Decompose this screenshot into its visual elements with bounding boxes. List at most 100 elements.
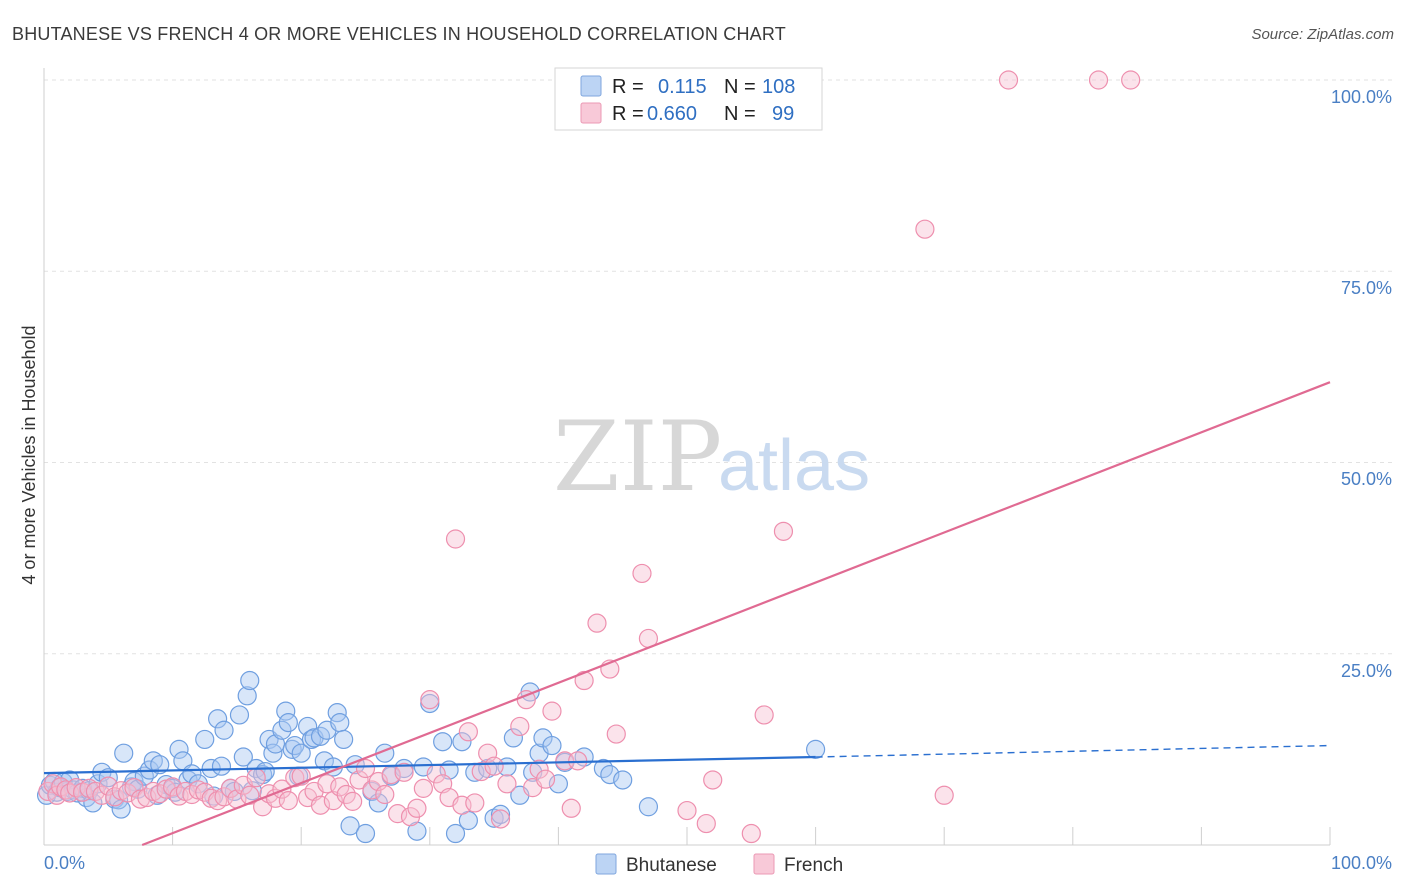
x-tick-label-max: 100.0% — [1331, 853, 1392, 873]
y-axis-title: 4 or more Vehicles in Household — [19, 325, 39, 584]
bhutanese-point — [169, 739, 189, 759]
french-point — [240, 785, 260, 805]
bhutanese-point — [334, 729, 354, 750]
french-point — [490, 809, 511, 829]
french-point — [529, 759, 549, 779]
bhutanese-trend-extension — [815, 744, 1331, 758]
chart-title: BHUTANESE VS FRENCH 4 OR MORE VEHICLES I… — [12, 24, 786, 44]
legend-r-label: R = — [612, 76, 644, 98]
bhutanese-point — [340, 816, 360, 836]
bhutanese-point — [805, 739, 826, 759]
watermark-zip: ZIP — [553, 401, 722, 513]
legend-n-label: N = — [724, 103, 756, 125]
axes — [43, 68, 1331, 846]
bhutanese-point — [452, 732, 472, 752]
french-point — [542, 701, 562, 721]
legend-r-label: R = — [612, 103, 644, 125]
french-point — [330, 777, 350, 797]
bhutanese-point — [211, 756, 232, 776]
y-tick-label: 75.0% — [1341, 278, 1392, 298]
french-point — [535, 769, 556, 789]
y-tick-label: 50.0% — [1341, 469, 1392, 489]
french-point — [703, 770, 723, 790]
bhutanese-point — [208, 709, 228, 729]
french-point — [773, 521, 794, 541]
bhutanese-point — [542, 735, 562, 756]
legend: R = 0.115 N = 108 R = 0.660 N = 99 — [554, 67, 823, 131]
bhutanese-point — [490, 804, 511, 825]
bhutanese-point — [445, 823, 466, 844]
french-point — [484, 756, 504, 776]
french-point — [124, 778, 144, 798]
bhutanese-point — [214, 720, 234, 740]
french-point — [465, 793, 485, 813]
french-point — [272, 779, 292, 799]
bhutanese-point — [503, 728, 523, 748]
french-point — [246, 768, 266, 788]
bhutanese-point — [638, 797, 659, 817]
y-tick-labels: 25.0% 50.0% 75.0% 100.0% — [1331, 87, 1392, 681]
bhutanese-point — [285, 735, 305, 756]
french-point — [458, 722, 478, 742]
french-point — [696, 813, 716, 834]
bottom-legend: Bhutanese French — [595, 853, 843, 876]
bhutanese-point — [237, 686, 257, 706]
french-point — [561, 798, 581, 818]
french-point — [1088, 70, 1109, 90]
bhutanese-trend-line — [43, 755, 816, 775]
bhutanese-point — [355, 823, 376, 844]
french-point — [587, 613, 607, 633]
y-tick-label: 100.0% — [1331, 87, 1392, 107]
grid-lines — [44, 79, 1392, 655]
legend-r-value-french: 0.660 — [647, 103, 697, 125]
french-point — [278, 791, 298, 811]
trend-lines — [43, 381, 1331, 847]
bhutanese-point — [114, 743, 134, 763]
french-point — [574, 670, 594, 691]
french-point — [497, 774, 517, 794]
french-point — [741, 823, 761, 844]
watermark: ZIP atlas — [553, 401, 870, 513]
bhutanese-point — [276, 701, 296, 721]
french-point — [677, 800, 697, 821]
french-point — [998, 70, 1019, 90]
french-point — [98, 776, 118, 796]
series-bhutanese — [36, 670, 826, 844]
bhutanese-point — [433, 732, 453, 752]
french-point — [394, 762, 414, 782]
bhutanese-point — [278, 712, 298, 733]
y-tick-label: 25.0% — [1341, 661, 1392, 681]
bhutanese-point — [272, 720, 292, 740]
bottom-legend-label-french: French — [784, 855, 843, 876]
bhutanese-point — [229, 705, 250, 725]
french-point — [349, 770, 369, 790]
french-point — [445, 529, 466, 549]
bottom-legend-label-bhutanese: Bhutanese — [626, 855, 717, 876]
french-point — [510, 716, 530, 737]
bottom-legend-swatch-french — [753, 853, 775, 875]
bhutanese-point — [195, 729, 215, 750]
french-point — [355, 758, 376, 779]
french-point — [413, 778, 433, 798]
french-point — [915, 219, 935, 239]
legend-swatch-french — [580, 102, 602, 124]
bhutanese-point — [291, 743, 311, 763]
bhutanese-point — [240, 670, 260, 691]
french-point — [375, 784, 395, 805]
french-point — [934, 785, 954, 805]
legend-n-value-bhutanese: 108 — [762, 76, 795, 98]
bhutanese-point — [150, 755, 170, 775]
french-trend-line — [141, 381, 1331, 847]
legend-n-label: N = — [724, 76, 756, 98]
bhutanese-point — [330, 712, 350, 733]
legend-n-value-french: 99 — [772, 103, 794, 125]
bottom-legend-swatch-bhutanese — [595, 853, 617, 875]
legend-r-value-bhutanese: 0.115 — [658, 76, 707, 98]
chart-source: Source: ZipAtlas.com — [1251, 26, 1394, 43]
bhutanese-point — [613, 770, 633, 790]
bhutanese-point — [548, 774, 569, 794]
french-point — [310, 795, 331, 815]
french-point — [754, 705, 774, 725]
bhutanese-point — [600, 765, 620, 785]
